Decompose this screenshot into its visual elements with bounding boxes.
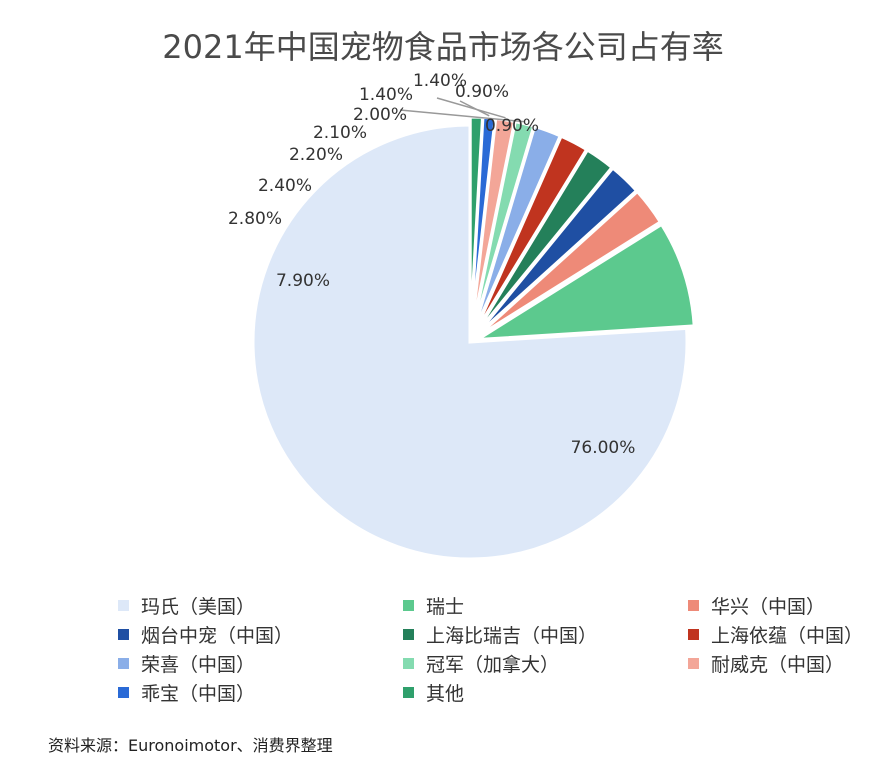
source-note: 资料来源：Euronoimotor、消费界整理 bbox=[48, 736, 333, 755]
slice-value-label: 2.40% bbox=[258, 176, 312, 196]
leader-line bbox=[399, 109, 526, 123]
slice-value-label: 76.00% bbox=[571, 438, 636, 458]
pie-slice bbox=[251, 123, 689, 561]
slice-value-label: 7.90% bbox=[276, 271, 330, 291]
slice-value-label: 0.90% bbox=[455, 82, 509, 102]
chart-title: 2021年中国宠物食品市场各公司占有率 bbox=[162, 28, 724, 66]
slice-value-label: 0.90% bbox=[485, 116, 539, 136]
slice-value-label: 1.40% bbox=[359, 85, 413, 105]
leader-line bbox=[436, 97, 506, 119]
slice-value-label: 1.40% bbox=[413, 71, 467, 91]
slice-value-label: 2.80% bbox=[228, 209, 282, 229]
pie-slice bbox=[476, 222, 696, 342]
pie-slices bbox=[251, 115, 696, 561]
slice-value-label: 2.20% bbox=[289, 145, 343, 165]
slice-labels: 76.00%7.90%2.80%2.40%2.20%2.10%2.00%1.40… bbox=[228, 71, 635, 458]
slice-value-label: 2.10% bbox=[313, 123, 367, 143]
leader-line bbox=[459, 100, 490, 117]
slice-value-label: 2.00% bbox=[353, 105, 407, 125]
leader-lines bbox=[399, 97, 526, 123]
